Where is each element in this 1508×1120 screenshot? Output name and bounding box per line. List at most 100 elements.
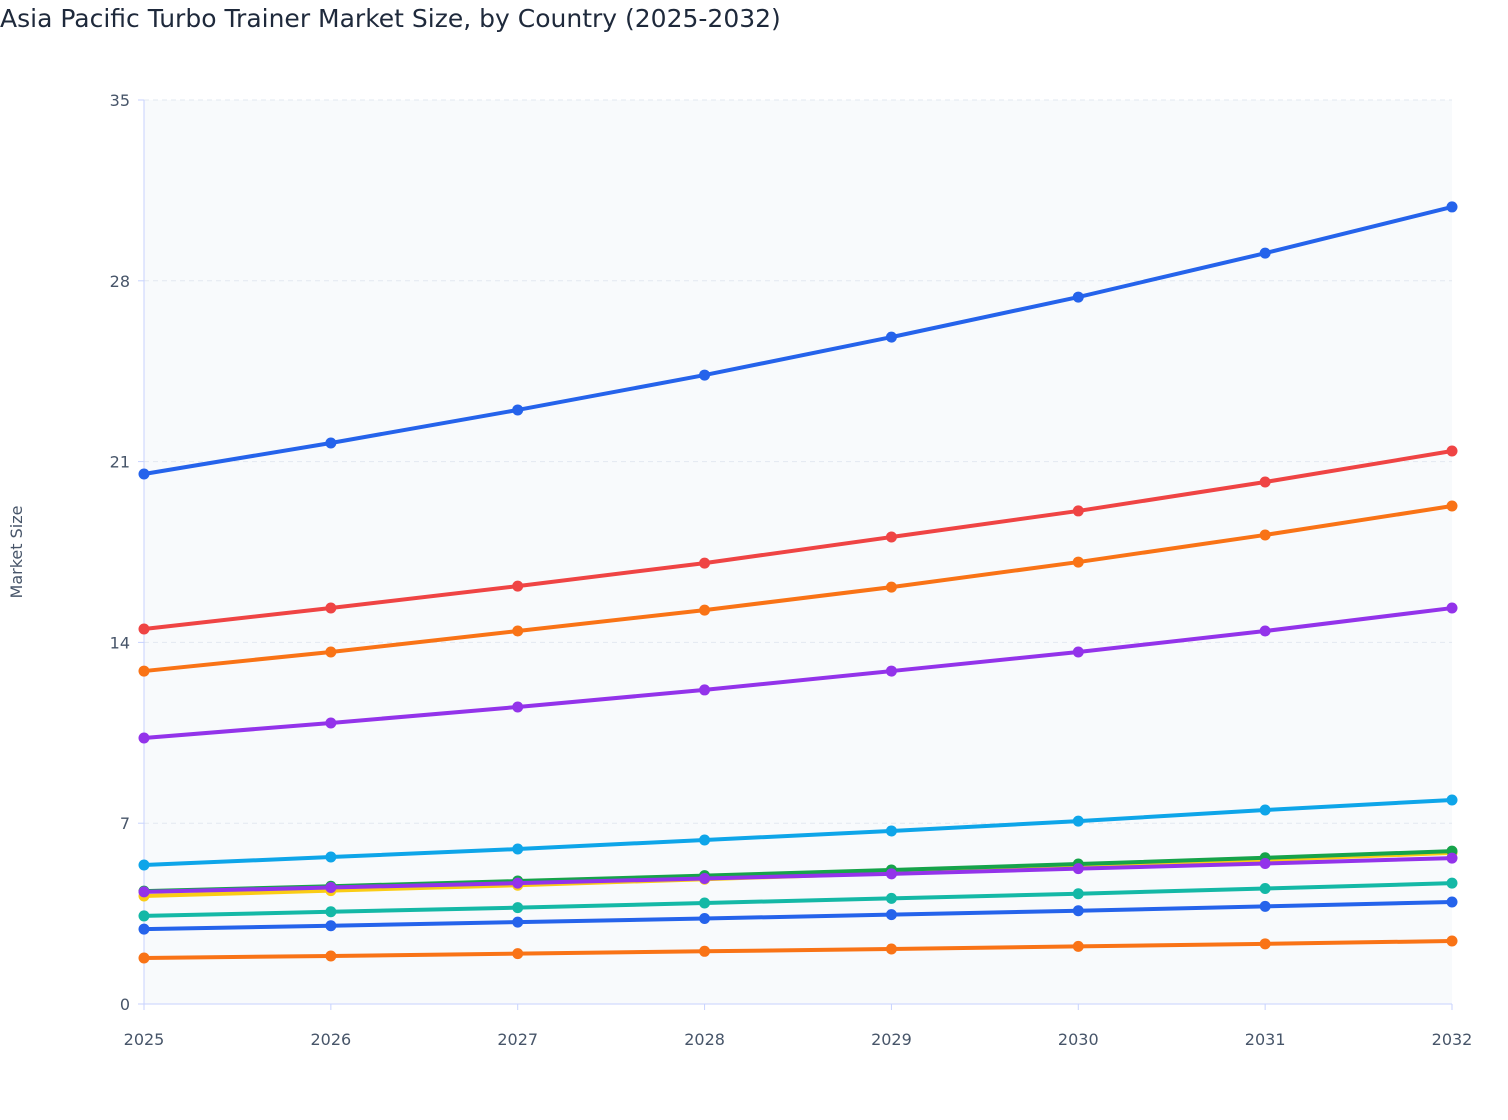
- data-point[interactable]: [1072, 905, 1084, 917]
- data-point[interactable]: [1259, 625, 1271, 637]
- data-point[interactable]: [885, 581, 897, 593]
- data-point[interactable]: [138, 859, 150, 871]
- data-point[interactable]: [699, 557, 711, 569]
- series-line: [143, 899, 1453, 932]
- data-point[interactable]: [1259, 883, 1271, 895]
- y-tick-label: 21: [110, 453, 130, 472]
- data-point[interactable]: [325, 906, 337, 918]
- data-point[interactable]: [885, 531, 897, 543]
- series-10: [138, 935, 1458, 964]
- data-point[interactable]: [1446, 201, 1458, 213]
- data-point[interactable]: [325, 851, 337, 863]
- data-point[interactable]: [1259, 247, 1271, 259]
- data-point[interactable]: [325, 882, 337, 894]
- data-point[interactable]: [325, 950, 337, 962]
- data-point[interactable]: [699, 872, 711, 884]
- data-point[interactable]: [885, 892, 897, 904]
- x-tick-label: 2032: [1432, 1030, 1473, 1049]
- data-point[interactable]: [1259, 857, 1271, 869]
- data-point[interactable]: [699, 897, 711, 909]
- data-point[interactable]: [699, 684, 711, 696]
- data-point[interactable]: [699, 834, 711, 846]
- data-point[interactable]: [885, 909, 897, 921]
- data-point[interactable]: [512, 404, 524, 416]
- data-point[interactable]: [885, 665, 897, 677]
- data-point[interactable]: [325, 646, 337, 658]
- data-point[interactable]: [138, 468, 150, 480]
- data-point[interactable]: [512, 625, 524, 637]
- data-point[interactable]: [699, 945, 711, 957]
- data-point[interactable]: [885, 943, 897, 955]
- y-tick-label: 0: [120, 995, 130, 1014]
- series-line: [143, 881, 1453, 918]
- series-line: [143, 204, 1453, 476]
- data-point[interactable]: [1259, 476, 1271, 488]
- series-line: [143, 449, 1453, 631]
- x-tick-label: 2031: [1245, 1030, 1286, 1049]
- x-tick-label: 2026: [310, 1030, 351, 1049]
- data-point[interactable]: [1259, 900, 1271, 912]
- data-point[interactable]: [1446, 852, 1458, 864]
- data-point[interactable]: [512, 580, 524, 592]
- series-line: [143, 606, 1453, 740]
- data-point[interactable]: [1072, 505, 1084, 517]
- series-7: [138, 852, 1458, 898]
- data-point[interactable]: [1446, 935, 1458, 947]
- series-3: [138, 602, 1458, 744]
- x-tick-label: 2029: [871, 1030, 912, 1049]
- data-point[interactable]: [1072, 888, 1084, 900]
- series-4: [138, 794, 1458, 871]
- data-point[interactable]: [138, 665, 150, 677]
- data-point[interactable]: [1072, 940, 1084, 952]
- data-point[interactable]: [138, 952, 150, 964]
- data-point[interactable]: [1446, 896, 1458, 908]
- data-point[interactable]: [512, 948, 524, 960]
- data-point[interactable]: [325, 920, 337, 932]
- data-point[interactable]: [1072, 815, 1084, 827]
- data-point[interactable]: [138, 623, 150, 635]
- series-9: [138, 896, 1458, 935]
- data-point[interactable]: [138, 732, 150, 744]
- data-point[interactable]: [885, 825, 897, 837]
- data-point[interactable]: [325, 717, 337, 729]
- data-point[interactable]: [512, 701, 524, 713]
- data-point[interactable]: [325, 437, 337, 449]
- data-point[interactable]: [699, 604, 711, 616]
- data-point[interactable]: [885, 868, 897, 880]
- data-point[interactable]: [699, 913, 711, 925]
- data-point[interactable]: [1446, 602, 1458, 614]
- data-point[interactable]: [138, 886, 150, 898]
- series-1: [138, 445, 1458, 635]
- data-point[interactable]: [1072, 863, 1084, 875]
- data-point[interactable]: [1446, 877, 1458, 889]
- data-point[interactable]: [1072, 646, 1084, 658]
- data-point[interactable]: [325, 602, 337, 614]
- y-tick-label: 28: [110, 272, 130, 291]
- data-point[interactable]: [512, 916, 524, 928]
- data-point[interactable]: [1259, 529, 1271, 541]
- y-axis-label: Market Size: [7, 506, 26, 599]
- series-2: [138, 500, 1458, 677]
- x-tick-label: 2028: [684, 1030, 725, 1049]
- data-point[interactable]: [1259, 804, 1271, 816]
- data-point[interactable]: [1072, 556, 1084, 568]
- y-tick-label: 7: [120, 814, 130, 833]
- data-point[interactable]: [699, 369, 711, 381]
- data-point[interactable]: [512, 877, 524, 889]
- x-tick-label: 2027: [497, 1030, 538, 1049]
- data-point[interactable]: [138, 910, 150, 922]
- data-point[interactable]: [885, 331, 897, 343]
- data-point[interactable]: [1446, 794, 1458, 806]
- data-point[interactable]: [512, 902, 524, 914]
- data-point[interactable]: [1072, 291, 1084, 303]
- data-point[interactable]: [138, 923, 150, 935]
- data-point[interactable]: [1446, 500, 1458, 512]
- series-0: [138, 201, 1458, 480]
- series-line: [143, 797, 1453, 868]
- data-point[interactable]: [1446, 445, 1458, 457]
- y-tick-label: 35: [110, 91, 130, 110]
- y-tick-label: 14: [110, 633, 130, 652]
- data-point[interactable]: [1259, 938, 1271, 950]
- data-point[interactable]: [512, 843, 524, 855]
